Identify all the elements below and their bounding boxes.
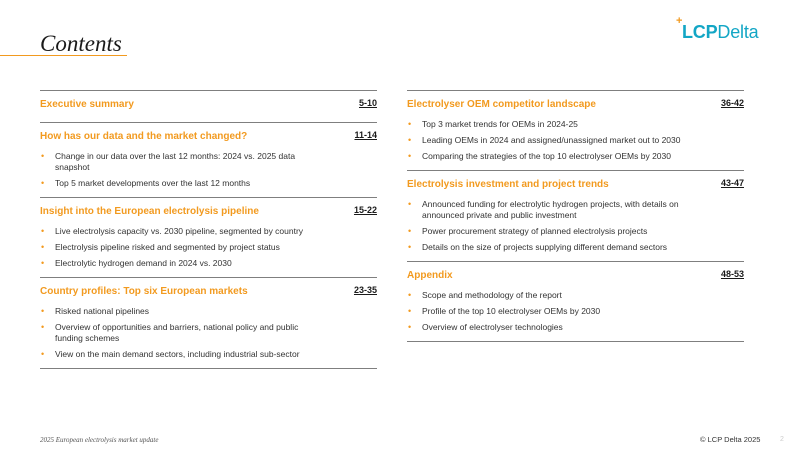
bullet-icon: • [41,226,45,236]
toc-page-range-link[interactable]: 23-35 [353,285,377,295]
toc-bullet-item: • Electrolytic hydrogen demand in 2024 vs… [40,258,377,269]
toc-section-title[interactable]: Insight into the European electrolysis p… [40,206,259,217]
toc-section-title[interactable]: Electrolyser OEM competitor landscape [407,99,596,110]
bullet-icon: • [408,119,412,129]
toc-page-range-link[interactable]: 48-53 [720,269,744,279]
toc-bullet-text: Leading OEMs in 2024 and assigned/unassi… [422,135,681,145]
toc-bullet-item: • Comparing the strategies of the top 10 … [407,151,744,162]
toc-bullet-item: • View on the main demand sectors, includ… [40,349,377,360]
toc-section: How has our data and the market changed?… [40,122,377,197]
toc-bullet-text: Overview of opportunities and barriers, … [55,322,299,343]
toc-bullet-item: • Top 5 market developments over the last… [40,178,377,189]
bullet-icon: • [408,151,412,161]
toc-bullet-text: Top 5 market developments over the last … [55,178,251,188]
toc-bullet-item: • Power procurement strategy of planned e… [407,226,744,237]
bullet-icon: • [408,135,412,145]
toc-bullet-text: Profile of the top 10 electrolyser OEMs … [422,306,601,316]
title-underline [0,55,127,56]
contents-column-right: Electrolyser OEM competitor landscape 36… [407,90,744,342]
toc-page-range-link[interactable]: 15-22 [353,205,377,215]
toc-bullet-text: Electrolysis pipeline risked and segment… [55,242,280,252]
toc-bullet-item: • Overview of opportunities and barriers,… [40,322,377,344]
toc-bullet-item: • Change in our data over the last 12 mon… [40,151,377,173]
toc-section: Executive summary 5-10 [40,90,377,122]
toc-section-title[interactable]: Electrolysis investment and project tren… [407,179,609,190]
toc-bullet-item: • Overview of electrolyser technologies [407,322,744,333]
toc-page-range-link[interactable]: 36-42 [720,98,744,108]
logo-text-part2: Delta [717,22,759,42]
toc-page-range-link[interactable]: 43-47 [720,178,744,188]
toc-section: Appendix 48-53 • Scope and methodology of… [407,261,744,342]
bullet-icon: • [41,258,45,268]
toc-bullet-item: • Details on the size of projects supplyi… [407,242,744,253]
bullet-icon: • [41,242,45,252]
page-title: Contents [40,31,122,56]
toc-bullet-text: Details on the size of projects supplyin… [422,242,668,252]
toc-bullet-text: View on the main demand sectors, includi… [55,349,300,359]
contents-column-left: Executive summary 5-10 How has our data … [40,90,377,369]
toc-bullet-item: • Electrolysis pipeline risked and segmen… [40,242,377,253]
logo-text: LCPDelta [682,21,759,43]
toc-bullet-text: Announced funding for electrolytic hydro… [422,199,679,220]
footer-report-title: 2025 European electrolysis market update [40,436,159,444]
toc-bullet-item: • Risked national pipelines [40,306,377,317]
toc-section: Insight into the European electrolysis p… [40,197,377,277]
bullet-icon: • [41,178,45,188]
toc-bullet-item: • Announced funding for electrolytic hydr… [407,199,744,221]
toc-page-range-link[interactable]: 11-14 [354,130,377,140]
toc-bullet-text: Change in our data over the last 12 mont… [55,151,296,172]
toc-section-title[interactable]: Appendix [407,270,453,281]
toc-section-title[interactable]: Executive summary [40,99,134,110]
toc-section: Electrolyser OEM competitor landscape 36… [407,90,744,170]
bullet-icon: • [408,322,412,332]
toc-section: Electrolysis investment and project tren… [407,170,744,261]
toc-bullet-text: Live electrolysis capacity vs. 2030 pipe… [55,226,304,236]
toc-bullet-item: • Scope and methodology of the report [407,290,744,301]
bullet-icon: • [41,306,45,316]
bullet-icon: • [408,226,412,236]
toc-bullet-item: • Profile of the top 10 electrolyser OEMs… [407,306,744,317]
bullet-icon: • [41,322,45,332]
footer-copyright: © LCP Delta 2025 [700,435,761,444]
bullet-icon: • [408,306,412,316]
bullet-icon: • [408,290,412,300]
bullet-icon: • [408,199,412,209]
toc-section-title[interactable]: How has our data and the market changed? [40,131,248,142]
toc-bullet-text: Power procurement strategy of planned el… [422,226,648,236]
lcp-delta-logo: + LCPDelta [676,16,776,44]
toc-bullet-item: • Live electrolysis capacity vs. 2030 pip… [40,226,377,237]
toc-section-title[interactable]: Country profiles: Top six European marke… [40,286,248,297]
logo-text-part1: LCP [682,22,718,42]
bullet-icon: • [41,151,45,161]
toc-bullet-text: Top 3 market trends for OEMs in 2024-25 [422,119,578,129]
bullet-icon: • [408,242,412,252]
toc-section: Country profiles: Top six European marke… [40,277,377,369]
toc-bullet-item: • Top 3 market trends for OEMs in 2024-25 [407,119,744,130]
toc-bullet-text: Overview of electrolyser technologies [422,322,563,332]
toc-bullet-text: Risked national pipelines [55,306,150,316]
bullet-icon: • [41,349,45,359]
page-number: 2 [780,436,784,443]
toc-bullet-text: Scope and methodology of the report [422,290,562,300]
toc-bullet-text: Electrolytic hydrogen demand in 2024 vs.… [55,258,232,268]
logo-plus-icon: + [676,15,683,27]
toc-page-range-link[interactable]: 5-10 [358,98,377,108]
toc-bullet-text: Comparing the strategies of the top 10 e… [422,151,671,161]
toc-bullet-item: • Leading OEMs in 2024 and assigned/unass… [407,135,744,146]
